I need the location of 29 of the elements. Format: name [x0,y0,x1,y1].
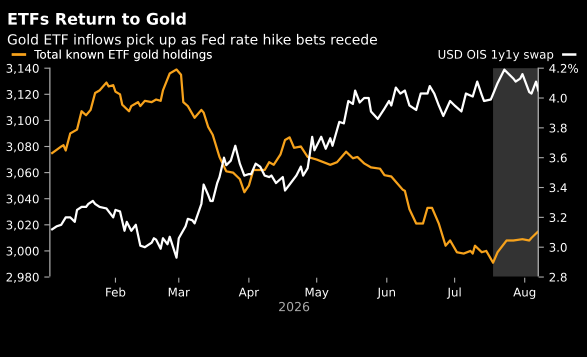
y2-tick-label: 4.2% [549,64,578,73]
y-tick-label: 3,000 [6,246,39,257]
chart-subtitle: Gold ETF inflows pick up as Fed rate hike bets recede [8,34,377,48]
y2-tick-label: 3.8 [550,124,567,133]
y2-tick-label: 3.2 [550,213,566,222]
x-tick-label: Mar [168,288,190,297]
x-tick-label: Jun [376,288,396,299]
y2-tick-label: 4.0 [549,94,567,103]
y-tick-label: 2,980 [6,272,39,283]
x-tick-label: Apr [238,288,260,299]
series-label: USD OIS 1y1y swap [438,50,554,62]
chart-title: ETFs Return to Gold [8,12,186,25]
y-tick-label: 3,060 [6,168,39,178]
y2-tick-label: 3.6 [550,153,567,162]
y-tick-label: 3,120 [6,90,39,100]
y-tick-label: 3,100 [6,116,39,126]
y-tick-label: 3,140 [6,64,39,74]
y2-tick-label: 3.4 [550,183,567,192]
x-tick-label: Feb [106,287,126,297]
y-tick-label: 3,040 [6,194,39,205]
y-tick-label: 3,080 [6,142,39,152]
y2-tick-label: 3.0 [550,242,567,252]
x-tick-label: May [306,288,329,299]
x-tick-label: Aug [513,288,536,299]
legend-label: Total known ETF gold holdings [34,50,212,62]
y-tick-label: 3,020 [6,220,39,231]
x-axis-title: 2026 [279,302,310,312]
y2-tick-label: 2.8 [550,272,567,282]
x-tick-label: Jul [446,287,461,299]
